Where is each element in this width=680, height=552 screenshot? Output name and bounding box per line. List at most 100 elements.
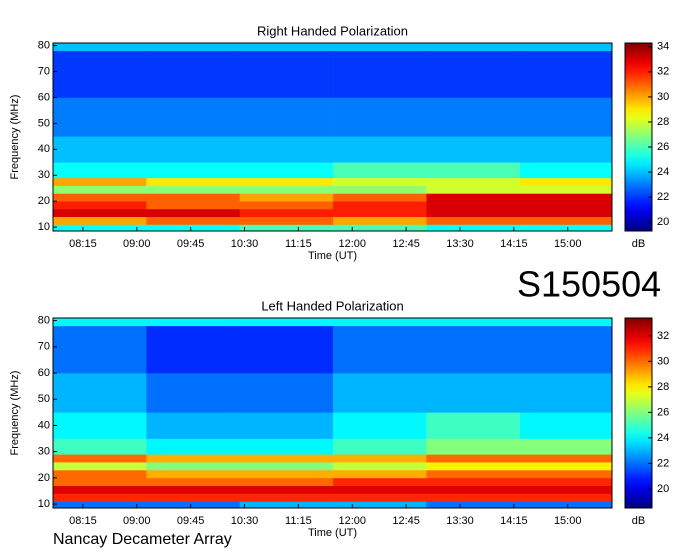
heatmap-cell — [519, 185, 613, 194]
colorbar-tick-label: 32 — [657, 330, 669, 342]
heatmap-cell — [519, 50, 613, 98]
heatmap-cell — [239, 50, 334, 98]
colorbar-tick-label: 22 — [657, 457, 669, 469]
heatmap-cell — [146, 454, 241, 463]
y-axis-label: Frequency (MHz) — [9, 371, 21, 456]
heatmap-cell — [333, 216, 427, 225]
heatmap-cell — [239, 477, 334, 487]
heatmap-cell — [53, 325, 147, 374]
x-tick-label: 09:45 — [177, 238, 205, 250]
heatmap-cell — [146, 136, 241, 163]
colorbar-tick-label: 20 — [657, 216, 669, 228]
heatmap-cell — [426, 318, 521, 327]
colorbar — [624, 42, 653, 232]
heatmap-cell — [333, 454, 427, 463]
heatmap-cell — [519, 454, 613, 463]
heatmap-cell — [239, 438, 334, 455]
heatmap-cell — [426, 493, 521, 502]
heatmap-cell — [426, 373, 521, 413]
heatmap-cell — [53, 216, 147, 225]
x-tick-label: 11:15 — [285, 238, 312, 250]
heatmap-cell — [426, 454, 521, 463]
heatmap-cell — [53, 193, 147, 202]
colorbar-tick-label: 34 — [657, 41, 669, 53]
y-axis-label: Frequency (MHz) — [9, 95, 21, 180]
y-tick-label: 20 — [38, 195, 50, 207]
chart-title: Right Handed Polarization — [257, 23, 408, 38]
heatmap-cell — [426, 501, 521, 509]
heatmap-cell — [519, 412, 613, 439]
heatmap-cell — [146, 462, 241, 471]
x-tick-label: 09:00 — [123, 238, 151, 250]
heatmap-cell — [333, 373, 427, 413]
heatmap-cell — [426, 97, 521, 137]
heatmap-cell — [146, 162, 241, 179]
heatmap-cell — [239, 493, 334, 502]
heatmap-cell — [519, 477, 613, 487]
heatmap-cell — [519, 224, 613, 232]
heatmap-cell — [239, 373, 334, 413]
heatmap-cell — [426, 485, 521, 494]
x-tick-label: 15:00 — [554, 515, 582, 527]
heatmap-cell — [239, 216, 334, 225]
heatmap-cell — [426, 224, 521, 232]
heatmap-cell — [519, 325, 613, 374]
heatmap-cell — [239, 485, 334, 494]
heatmap-cell — [239, 462, 334, 471]
heatmap-cell — [146, 485, 241, 494]
x-tick-label: 09:00 — [123, 515, 151, 527]
heatmap-cell — [53, 50, 147, 98]
y-tick-label: 40 — [38, 419, 50, 431]
heatmap-cell — [426, 208, 521, 218]
x-tick-label: 13:30 — [446, 515, 474, 527]
heatmap-cell — [333, 224, 427, 232]
y-tick-label: 80 — [38, 39, 50, 51]
heatmap-cell — [333, 462, 427, 471]
heatmap-cell — [519, 373, 613, 413]
heatmap-cell — [333, 477, 427, 487]
y-tick-label: 60 — [38, 367, 50, 379]
heatmap-cell — [146, 318, 241, 327]
heatmap-cell — [333, 325, 427, 374]
y-tick-label: 50 — [38, 117, 50, 129]
heatmap-cell — [53, 485, 147, 494]
heatmap-cell — [53, 493, 147, 502]
heatmap-cell — [239, 162, 334, 179]
colorbar-tick-label: 32 — [657, 66, 669, 78]
x-tick-label: 15:00 — [554, 238, 582, 250]
heatmap-cell — [519, 485, 613, 494]
heatmap-cell — [146, 438, 241, 455]
heatmap-cell — [239, 325, 334, 374]
heatmap-cell — [146, 97, 241, 137]
heatmap-cell — [239, 177, 334, 186]
y-tick-label: 30 — [38, 446, 50, 458]
heatmap-cell — [53, 438, 147, 455]
heatmap-cell — [146, 477, 241, 487]
colorbar-tick-label: 22 — [657, 191, 669, 203]
heatmap-cell — [146, 193, 241, 202]
heatmap-cell — [53, 477, 147, 487]
x-axis-label: Time (UT) — [308, 250, 357, 262]
heatmap-cell — [333, 318, 427, 327]
heatmap-cell — [146, 325, 241, 374]
heatmap-cell — [519, 97, 613, 137]
heatmap-cell — [426, 477, 521, 487]
heatmap-cell — [426, 462, 521, 471]
heatmap-cell — [239, 470, 334, 479]
heatmap-cell — [146, 501, 241, 509]
x-tick-label: 08:15 — [69, 238, 97, 250]
heatmap-cell — [426, 177, 521, 186]
heatmap-cell — [239, 454, 334, 463]
heatmap-cell — [333, 162, 427, 179]
heatmap-cell — [519, 438, 613, 455]
heatmap-cell — [426, 325, 521, 374]
heatmap-cell — [53, 177, 147, 186]
x-tick-label: 09:45 — [177, 515, 205, 527]
heatmap-cell — [146, 177, 241, 186]
heatmap-cell — [53, 201, 147, 210]
heatmap-cell — [519, 162, 613, 179]
heatmap-cell — [519, 470, 613, 479]
heatmap-cell — [426, 193, 521, 202]
heatmap-cell — [53, 136, 147, 163]
heatmap-cell — [146, 201, 241, 210]
